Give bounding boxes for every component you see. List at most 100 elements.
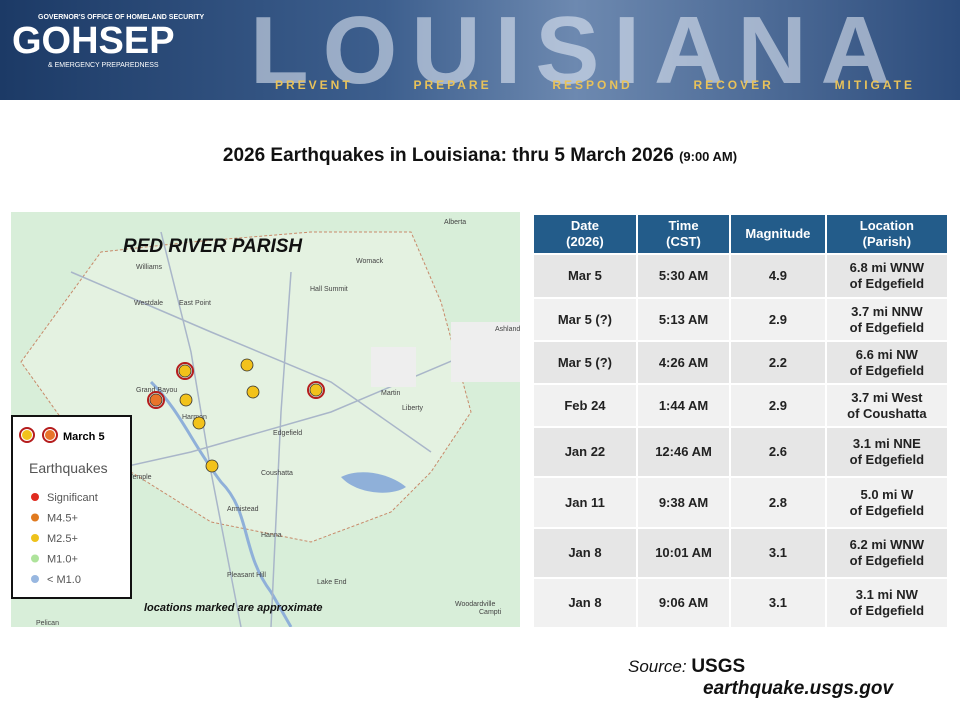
quake-marker	[149, 393, 163, 407]
logo: GOHSEP	[12, 20, 175, 62]
table-cell: 2.2	[729, 340, 827, 385]
motto: RESPOND	[552, 78, 633, 92]
legend-swatch	[31, 493, 39, 501]
place-label: Harmon	[182, 414, 207, 421]
cell-text: Feb 24	[564, 397, 606, 413]
table-cell: 2.8	[729, 476, 827, 529]
table-row: Feb 24 1:44 AM 2.9 3.7 mi West of Coushatta	[532, 383, 950, 428]
motto: RECOVER	[693, 78, 774, 92]
map-note: locations marked are approximate	[144, 602, 323, 614]
cell-text: 4.9	[768, 268, 787, 283]
cell-text: Mar 5 (?)	[557, 311, 613, 327]
legend-label: M4.5+	[47, 513, 78, 525]
cell-text: of Edgefield	[849, 452, 925, 467]
quake-marker	[179, 393, 193, 407]
table-row: Jan 8 10:01 AM 3.1 6.2 mi WNW of Edgefield	[532, 527, 950, 579]
header-row: Date (2026) Time (CST) Magnitude Location (Par…	[532, 213, 950, 255]
legend: March 5 Earthquakes Significant M4.5+ M2.5…	[11, 415, 132, 599]
legend-label: < M1.0	[47, 574, 81, 586]
cell-text: of Edgefield	[849, 319, 925, 335]
place-label: Alberta	[444, 219, 466, 226]
cell-text: Jan 8	[568, 595, 602, 610]
cell-text: 3.1 mi NNE	[852, 436, 921, 451]
motto: PREVENT	[275, 78, 353, 92]
table-cell: Jan 22	[532, 426, 638, 478]
table-cell: 3.7 mi NNW of Edgefield	[824, 297, 950, 342]
header-cell: Time (CST)	[635, 213, 732, 255]
table-cell: 3.1 mi NNE of Edgefield	[824, 426, 950, 478]
header-text: Date	[570, 218, 600, 233]
table-cell: 3.1	[729, 527, 827, 579]
table-cell: 3.7 mi West of Coushatta	[824, 383, 950, 428]
table-cell: 9:06 AM	[635, 577, 732, 629]
march5-ring	[147, 391, 165, 409]
cell-text: 2.6	[768, 444, 787, 459]
place-label: Armistead	[227, 506, 259, 513]
table-cell: Mar 5	[532, 253, 638, 299]
legend-swatch	[31, 554, 39, 563]
cell-text: Mar 5	[567, 268, 602, 283]
legend-swatch	[31, 575, 39, 583]
place-label: Hall Summit	[310, 286, 348, 293]
cell-text: Jan 11	[565, 494, 605, 510]
cell-text: 3.7 mi NNW	[851, 303, 923, 319]
table-cell: 3.1 mi NW of Edgefield	[824, 577, 950, 629]
table-cell: Jan 11	[532, 476, 638, 529]
table-row: Jan 22 12:46 AM 2.6 3.1 mi NNE of Edgefield	[532, 426, 950, 478]
table-cell: 4.9	[729, 253, 827, 299]
place-label: Williams	[136, 264, 163, 271]
cell-text: 3.7 mi West	[851, 389, 923, 405]
place-label: Pleasant Hill	[227, 572, 266, 579]
table-cell: 2.9	[729, 297, 827, 342]
cell-text: 12:46 AM	[655, 444, 712, 459]
banner-state: LOUISIANA	[250, 0, 904, 100]
cell-text: Mar 5 (?)	[557, 354, 613, 370]
table-cell: 6.6 mi NW of Edgefield	[824, 340, 950, 385]
place-label: Martin	[381, 390, 401, 397]
header-text: Location	[859, 218, 914, 233]
quake-marker	[246, 385, 260, 399]
cell-text: 3.1 mi NW	[855, 587, 918, 602]
header-text: (CST)	[666, 234, 701, 249]
cell-text: 5:30 AM	[658, 268, 709, 283]
legend-title: Earthquakes	[29, 460, 108, 476]
legend-label: M1.0+	[47, 554, 78, 566]
cell-text: 3.1	[768, 595, 787, 610]
cell-text: of Edgefield	[849, 502, 925, 518]
table-cell: Feb 24	[532, 383, 638, 428]
quake-markers	[147, 358, 325, 473]
motto: MITIGATE	[834, 78, 915, 92]
quake-marker	[178, 364, 192, 378]
table-cell: Mar 5 (?)	[532, 340, 638, 385]
cell-text: of Edgefield	[849, 603, 925, 618]
source-name: USGS	[691, 656, 746, 677]
header-text: (2026)	[566, 234, 604, 249]
title-time: (9:00 AM)	[679, 149, 738, 164]
cell-text: of Edgefield	[849, 553, 925, 568]
agency-line: GOVERNOR'S OFFICE OF HOMELAND SECURITY	[38, 14, 205, 21]
title: 2026 Earthquakes in Louisiana: thru 5 Ma…	[0, 145, 960, 167]
cell-text: 2.9	[768, 397, 787, 413]
agency-line2: & EMERGENCY PREPAREDNESS	[48, 62, 159, 69]
mottos: PREVENT PREPARE RESPOND RECOVER MITIGATE	[275, 78, 915, 92]
cell-text: 10:01 AM	[655, 545, 712, 560]
table-row: Mar 5 (?) 5:13 AM 2.9 3.7 mi NNW of Edgefiel…	[532, 297, 950, 342]
table-cell: 5:30 AM	[635, 253, 732, 299]
cell-text: 2.8	[768, 494, 787, 510]
legend-highlight: March 5	[63, 431, 105, 443]
cell-text: 5.0 mi W	[860, 486, 914, 502]
cell-text: of Edgefield	[849, 276, 925, 291]
place-label: Liberty	[402, 405, 424, 412]
cell-text: 1:44 AM	[658, 397, 709, 413]
header-text: Time	[668, 218, 699, 233]
table-row: Mar 5 (?) 4:26 AM 2.2 6.6 mi NW of Edgefield	[532, 340, 950, 385]
header-cell: Date (2026)	[532, 213, 638, 255]
header-cell: Magnitude	[729, 213, 827, 255]
cell-text: of Coushatta	[847, 405, 927, 421]
table-cell: Jan 8	[532, 527, 638, 579]
cell-text: of Edgefield	[849, 362, 925, 378]
quake-marker	[192, 416, 206, 430]
place-label: East Point	[179, 300, 211, 307]
